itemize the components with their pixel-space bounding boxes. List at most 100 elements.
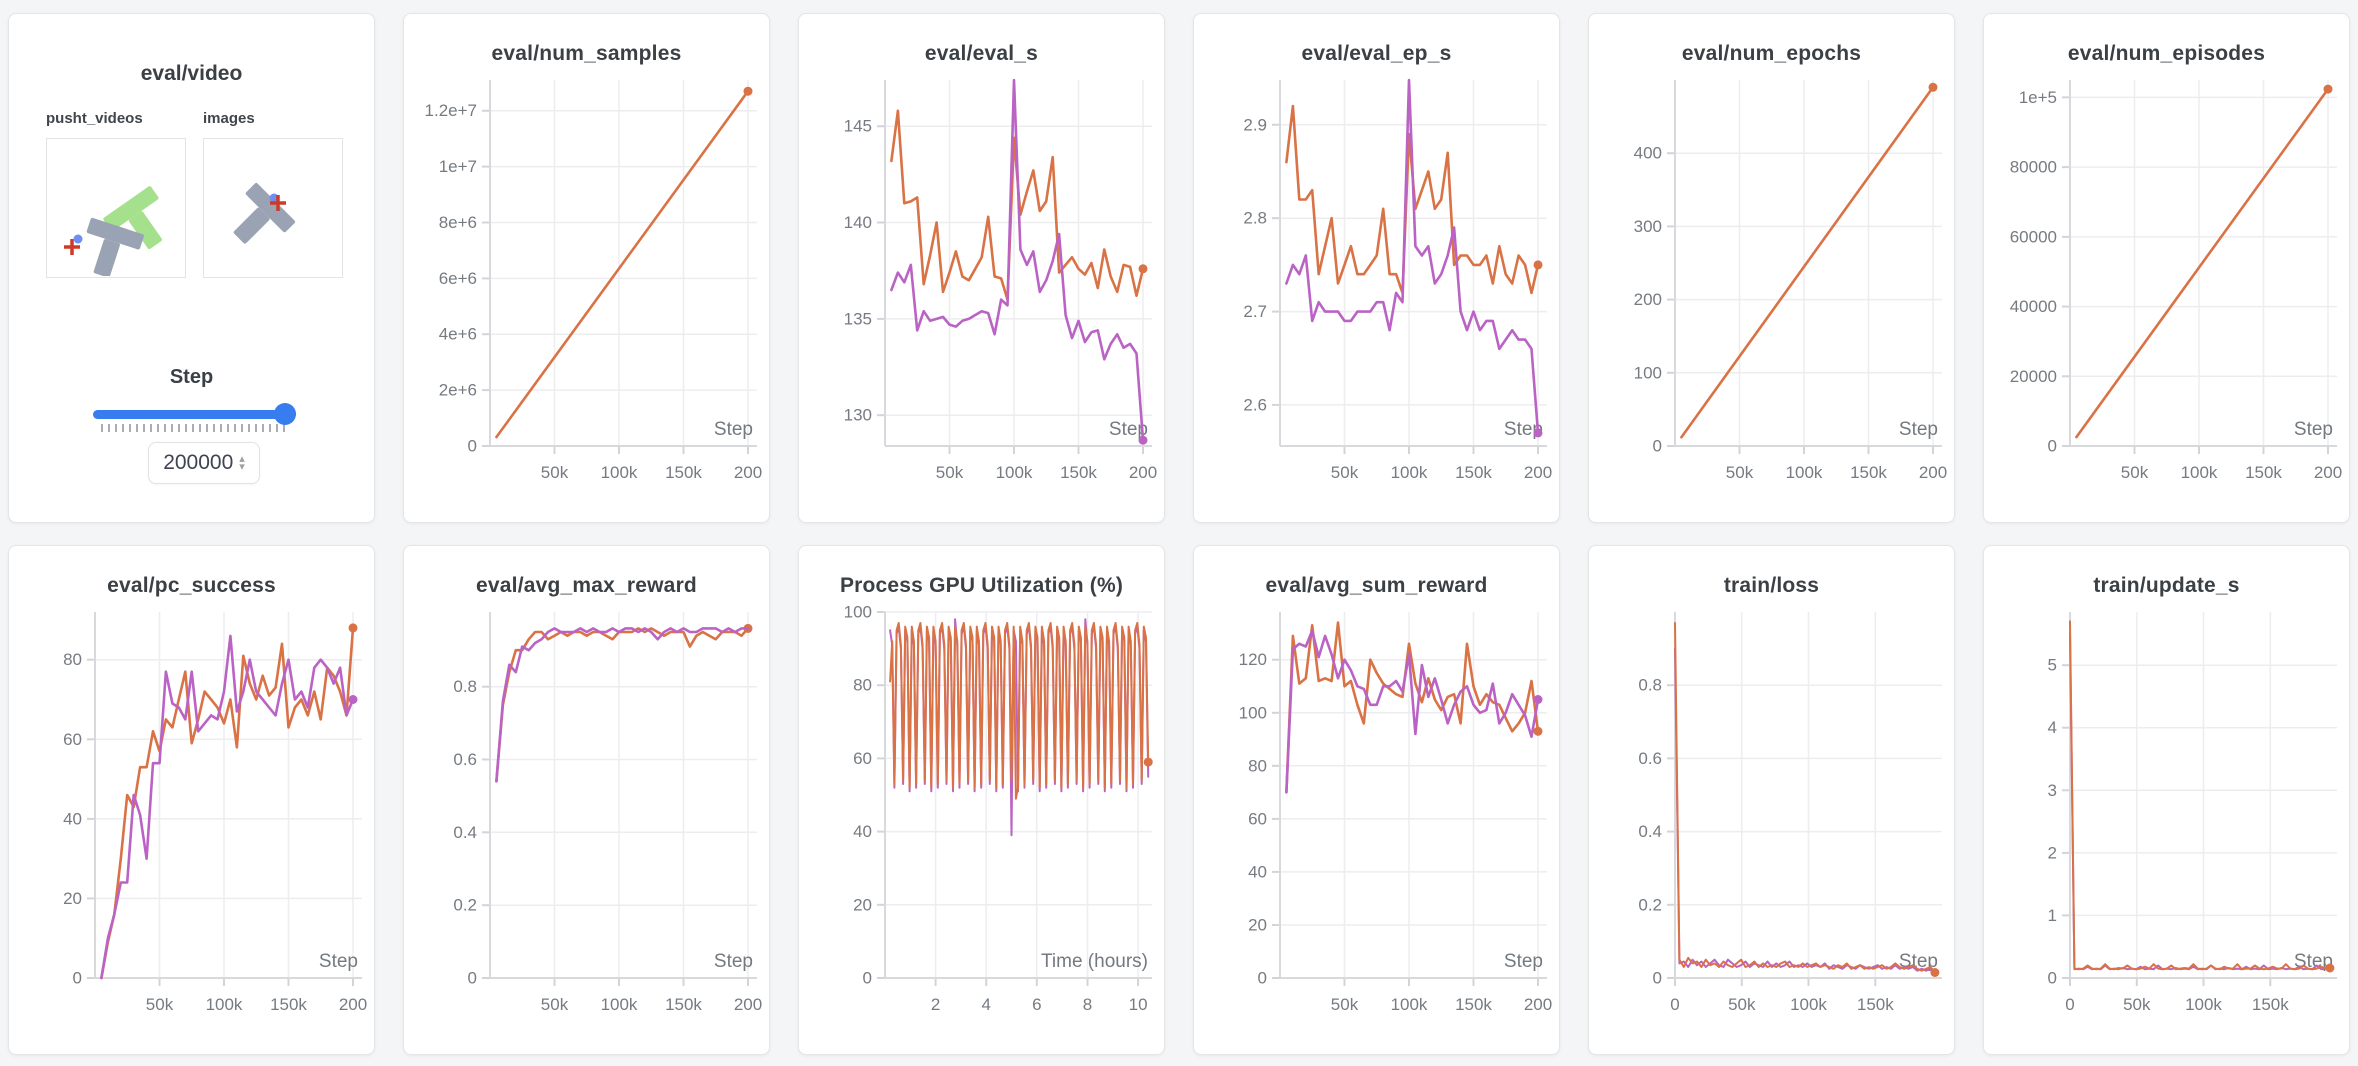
svg-text:50k: 50k — [541, 995, 569, 1014]
svg-text:0: 0 — [468, 437, 477, 456]
svg-text:50k: 50k — [1331, 463, 1359, 482]
svg-text:20: 20 — [1248, 916, 1267, 935]
video-thumbnail-pusht[interactable] — [46, 138, 186, 278]
svg-text:1e+7: 1e+7 — [439, 157, 477, 176]
svg-text:150k: 150k — [665, 995, 702, 1014]
svg-text:80: 80 — [1248, 756, 1267, 775]
svg-text:0.4: 0.4 — [1638, 822, 1662, 841]
line-chart[interactable]: 50k 100k 150k 200 0 20 40 60 80 Step — [9, 602, 374, 1040]
svg-text:Step: Step — [1504, 951, 1543, 972]
svg-text:120: 120 — [1239, 650, 1267, 669]
line-chart[interactable]: 50k 100k 150k 200 0 0.2 0.4 0.6 0.8 Step — [404, 602, 769, 1040]
svg-text:1e+5: 1e+5 — [2019, 88, 2057, 107]
svg-text:100k: 100k — [996, 463, 1033, 482]
panel-process-gpu-utilization[interactable]: Process GPU Utilization (%) 2 4 6 8 10 0 20 40 6… — [798, 545, 1165, 1055]
video-caption-images: images — [203, 110, 255, 127]
svg-text:40: 40 — [853, 822, 872, 841]
panel-eval-video[interactable]: eval/video pusht_videos images — [8, 13, 375, 523]
chart-title: Process GPU Utilization (%) — [839, 574, 1124, 597]
panel-eval-eval-s[interactable]: eval/eval_s 50k 100k 150k 200 130 135 140 145 St… — [798, 13, 1165, 523]
stepper-arrows-icon[interactable]: ▴ ▾ — [239, 453, 245, 473]
line-chart[interactable]: 50k 100k 150k 200 2.6 2.7 2.8 2.9 Step — [1194, 70, 1559, 508]
svg-text:50k: 50k — [1728, 995, 1756, 1014]
svg-text:200: 200 — [339, 995, 367, 1014]
svg-text:0: 0 — [1653, 437, 1662, 456]
line-chart[interactable]: 50k 100k 150k 200 0 20 40 60 80 100 120 Step — [1194, 602, 1559, 1040]
panel-eval-num-episodes[interactable]: eval/num_episodes 50k 100k 150k 200 0 20000 40… — [1983, 13, 2350, 523]
panel-train-update-s[interactable]: train/update_s 0 50k 100k 150k 0 1 2 3 4 5 Step — [1983, 545, 2350, 1055]
images-sim-image — [233, 183, 295, 244]
svg-text:3: 3 — [2048, 781, 2057, 800]
svg-text:0: 0 — [1258, 969, 1267, 988]
svg-text:4: 4 — [2048, 718, 2057, 737]
svg-text:2: 2 — [931, 995, 940, 1014]
gray-t-shape — [233, 183, 295, 244]
svg-text:100k: 100k — [2185, 995, 2222, 1014]
svg-text:140: 140 — [844, 213, 872, 232]
svg-text:40: 40 — [1248, 862, 1267, 881]
svg-text:8e+6: 8e+6 — [439, 213, 477, 232]
chart-title: eval/eval_ep_s — [1301, 42, 1452, 65]
svg-text:Step: Step — [1109, 419, 1148, 440]
step-slider-handle[interactable] — [274, 403, 296, 425]
svg-text:100k: 100k — [601, 463, 638, 482]
svg-text:80: 80 — [853, 676, 872, 695]
svg-text:0.6: 0.6 — [453, 750, 477, 769]
svg-text:150k: 150k — [2245, 463, 2282, 482]
svg-text:150k: 150k — [1455, 463, 1492, 482]
svg-text:150k: 150k — [2252, 995, 2289, 1014]
svg-text:2.8: 2.8 — [1243, 209, 1267, 228]
svg-text:0.4: 0.4 — [453, 823, 477, 842]
svg-text:2e+6: 2e+6 — [439, 381, 477, 400]
line-chart[interactable]: 50k 100k 150k 200 0 2e+6 4e+6 6e+6 8e+6 1e+7 1.2e+… — [404, 70, 769, 508]
svg-text:200: 200 — [2314, 463, 2342, 482]
panel-eval-eval-ep-s[interactable]: eval/eval_ep_s 50k 100k 150k 200 2.6 2.7 2.8 2.… — [1193, 13, 1560, 523]
chart-title: eval/num_samples — [491, 42, 682, 65]
svg-text:0: 0 — [2048, 969, 2057, 988]
line-chart[interactable]: 50k 100k 150k 200 0 100 200 300 400 Step — [1589, 70, 1954, 508]
svg-text:100k: 100k — [2181, 463, 2218, 482]
panel-eval-avg-max-reward[interactable]: eval/avg_max_reward 50k 100k 150k 200 0 0.2 0.… — [403, 545, 770, 1055]
svg-text:200: 200 — [734, 463, 762, 482]
svg-text:150k: 150k — [665, 463, 702, 482]
svg-text:400: 400 — [1634, 144, 1662, 163]
svg-text:100k: 100k — [206, 995, 243, 1014]
svg-text:100k: 100k — [1391, 995, 1428, 1014]
panel-eval-num-epochs[interactable]: eval/num_epochs 50k 100k 150k 200 0 100 200 300… — [1588, 13, 1955, 523]
svg-text:60: 60 — [853, 749, 872, 768]
svg-text:200: 200 — [1524, 995, 1552, 1014]
svg-text:150k: 150k — [1857, 995, 1894, 1014]
step-slider-track[interactable] — [93, 410, 296, 419]
panel-title-eval-video: eval/video — [140, 62, 243, 85]
panel-eval-pc-success[interactable]: eval/pc_success 50k 100k 150k 200 0 20 40 60 80 S… — [8, 545, 375, 1055]
svg-text:Time (hours): Time (hours) — [1041, 951, 1148, 972]
line-chart[interactable]: 50k 100k 150k 200 0 20000 40000 60000 80000 1e+5 S… — [1984, 70, 2349, 508]
step-slider[interactable] — [93, 403, 307, 437]
svg-text:0: 0 — [1653, 969, 1662, 988]
svg-text:20: 20 — [63, 889, 82, 908]
svg-text:1: 1 — [2048, 906, 2057, 925]
step-number-input[interactable]: 200000 ▴ ▾ — [148, 442, 260, 484]
green-t-shape — [103, 186, 162, 250]
panel-eval-num-samples[interactable]: eval/num_samples 50k 100k 150k 200 0 2e+6 4e+6… — [403, 13, 770, 523]
line-chart[interactable]: 50k 100k 150k 200 130 135 140 145 Step — [799, 70, 1164, 508]
panel-eval-avg-sum-reward[interactable]: eval/avg_sum_reward 50k 100k 150k 200 0 20 40 6… — [1193, 545, 1560, 1055]
svg-text:40: 40 — [63, 809, 82, 828]
svg-text:0: 0 — [468, 969, 477, 988]
video-thumbnail-images[interactable] — [203, 138, 343, 278]
chart-title: train/update_s — [2093, 574, 2240, 597]
step-slider-label: Step — [169, 366, 214, 388]
svg-text:40000: 40000 — [2010, 297, 2057, 316]
svg-text:Step: Step — [1899, 419, 1938, 440]
svg-text:200: 200 — [1634, 290, 1662, 309]
svg-text:145: 145 — [844, 117, 872, 136]
goal-cross-marker — [270, 195, 286, 211]
svg-text:50k: 50k — [2123, 995, 2151, 1014]
svg-text:100: 100 — [1634, 363, 1662, 382]
svg-text:50k: 50k — [936, 463, 964, 482]
panel-train-loss[interactable]: train/loss 0 50k 100k 150k 0 0.2 0.4 0.6 0.8 Step — [1588, 545, 1955, 1055]
svg-text:80000: 80000 — [2010, 158, 2057, 177]
